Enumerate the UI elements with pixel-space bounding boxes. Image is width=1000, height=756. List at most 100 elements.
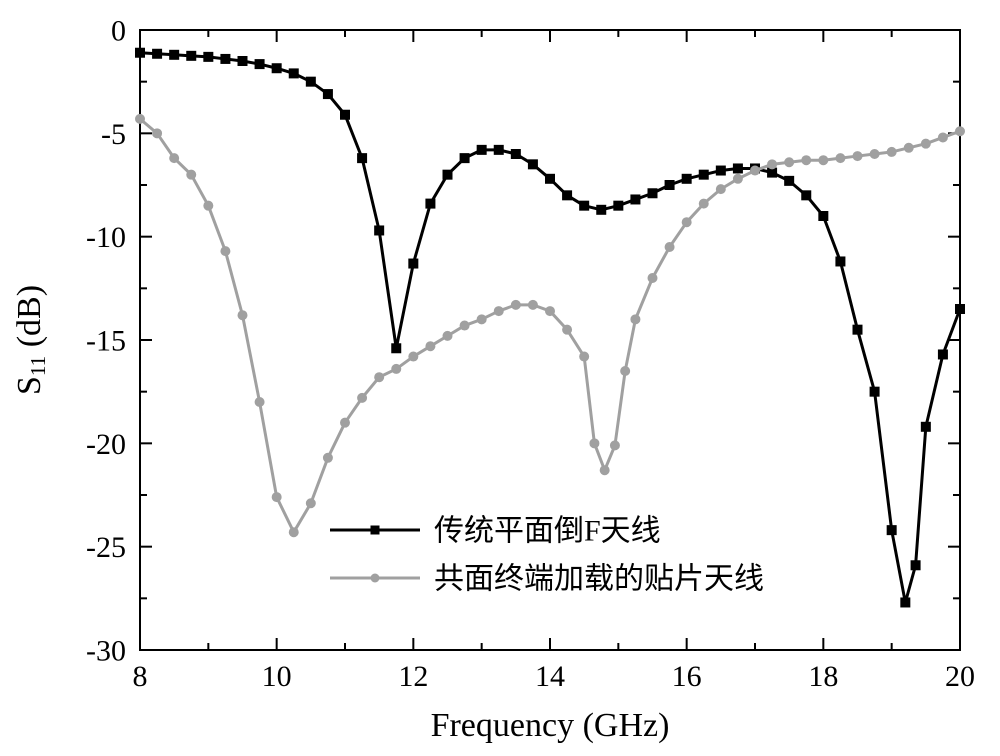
marker-square [409,259,418,268]
marker-square [460,154,469,163]
marker-circle [580,352,589,361]
marker-circle [682,218,691,227]
marker-square [187,51,196,60]
marker-square [289,69,298,78]
marker-circle [187,170,196,179]
marker-square [255,60,264,69]
marker-circle [956,127,965,136]
legend-marker-square [371,526,380,535]
marker-square [153,49,162,58]
marker-circle [255,398,264,407]
marker-square [528,160,537,169]
marker-square [938,350,947,359]
marker-square [785,176,794,185]
x-tick-label: 16 [672,660,702,693]
y-tick-label: -10 [86,221,126,254]
marker-circle [600,466,609,475]
marker-square [306,77,315,86]
marker-square [358,154,367,163]
marker-circle [323,453,332,462]
legend-label: 传统平面倒F天线 [434,515,661,548]
marker-circle [221,247,230,256]
x-tick-label: 8 [133,660,148,693]
marker-circle [358,393,367,402]
marker-square [136,48,145,57]
marker-circle [870,150,879,159]
y-tick-label: -20 [86,428,126,461]
marker-circle [289,528,298,537]
marker-square [375,226,384,235]
marker-circle [546,307,555,316]
marker-square [494,145,503,154]
marker-square [956,305,965,314]
marker-circle [733,174,742,183]
marker-square [631,195,640,204]
marker-circle [631,315,640,324]
marker-circle [836,154,845,163]
x-tick-label: 12 [398,660,428,693]
marker-circle [477,315,486,324]
marker-circle [392,364,401,373]
marker-square [614,201,623,210]
marker-square [477,145,486,154]
marker-square [204,52,213,61]
marker-circle [921,139,930,148]
marker-square [733,164,742,173]
marker-square [511,150,520,159]
marker-square [392,344,401,353]
y-tick-label: 0 [111,15,126,48]
marker-square [836,257,845,266]
marker-square [221,54,230,63]
marker-circle [938,133,947,142]
y-tick-label: -25 [86,531,126,564]
marker-square [563,191,572,200]
marker-circle [699,199,708,208]
marker-circle [590,439,599,448]
legend-label: 共面终端加载的贴片天线 [434,563,764,596]
marker-circle [904,143,913,152]
marker-circle [494,307,503,316]
marker-circle [204,201,213,210]
marker-square [921,422,930,431]
s11-chart: 8101214161820-30-25-20-15-10-50Frequency… [0,0,1000,756]
marker-circle [563,325,572,334]
marker-square [901,598,910,607]
marker-square [272,64,281,73]
marker-square [426,199,435,208]
marker-square [870,387,879,396]
marker-square [580,201,589,210]
y-tick-label: -5 [101,118,126,151]
marker-circle [375,373,384,382]
marker-square [911,561,920,570]
x-tick-label: 14 [535,660,565,693]
marker-circle [887,147,896,156]
legend-marker-circle [371,574,380,583]
marker-circle [306,499,315,508]
marker-circle [528,300,537,309]
marker-circle [170,154,179,163]
marker-square [597,205,606,214]
marker-circle [716,185,725,194]
marker-square [546,174,555,183]
y-tick-label: -15 [86,325,126,358]
marker-circle [648,274,657,283]
marker-circle [665,243,674,252]
marker-circle [460,321,469,330]
marker-circle [768,160,777,169]
marker-circle [785,158,794,167]
marker-square [648,189,657,198]
marker-circle [272,493,281,502]
marker-square [443,170,452,179]
marker-circle [802,156,811,165]
marker-circle [751,166,760,175]
x-tick-label: 18 [808,660,838,693]
marker-square [341,110,350,119]
marker-circle [511,300,520,309]
x-tick-label: 20 [945,660,975,693]
marker-circle [426,342,435,351]
marker-square [802,191,811,200]
marker-circle [819,156,828,165]
marker-square [768,168,777,177]
marker-square [238,57,247,66]
marker-circle [443,331,452,340]
